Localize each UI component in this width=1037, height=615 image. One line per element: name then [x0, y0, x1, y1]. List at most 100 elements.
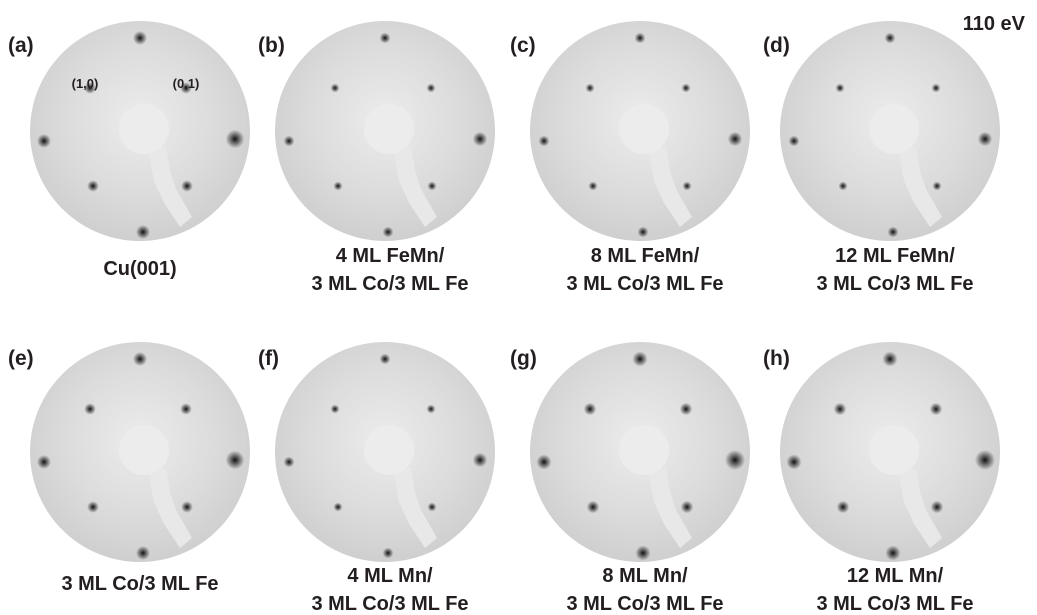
leed-panel [780, 342, 1000, 562]
diffraction-spot [885, 545, 900, 560]
diffraction-spot [181, 180, 193, 192]
diffraction-spot [226, 130, 245, 149]
diffraction-spot [834, 403, 847, 416]
panel-label: (e) [8, 347, 34, 370]
diffraction-spot [331, 405, 340, 414]
diffraction-spot [975, 450, 995, 470]
diffraction-spot [680, 403, 693, 416]
diffraction-spot [635, 33, 646, 44]
panel-caption: 3 ML Co/3 ML Fe [61, 573, 218, 595]
electron-gun [869, 425, 919, 475]
electron-gun [869, 104, 919, 154]
panel-caption: Cu(001) [103, 258, 176, 280]
panel-caption: 3 ML Co/3 ML Fe [566, 273, 723, 295]
leed-panel [530, 21, 750, 241]
diffraction-spot [888, 227, 899, 238]
panel-caption: 12 ML FeMn/ [835, 245, 955, 267]
diffraction-spot [133, 352, 147, 366]
electron-gun [619, 104, 669, 154]
diffraction-spot [180, 403, 192, 415]
diffraction-spot [428, 503, 437, 512]
diffraction-spot [789, 136, 800, 147]
electron-gun [364, 104, 414, 154]
panel-caption: 12 ML Mn/ [847, 565, 944, 587]
diffraction-spot [536, 454, 551, 469]
diffraction-spot [632, 351, 647, 366]
energy-label: 110 eV [963, 13, 1026, 35]
panel-caption: 4 ML FeMn/ [336, 245, 445, 267]
diffraction-spot [383, 548, 394, 559]
diffraction-spot [37, 134, 51, 148]
figure: 110 eV (a) Cu(001) (1,0) (0,1) (b) 4 ML FeMn/… [0, 0, 1037, 615]
panel-caption: 8 ML Mn/ [602, 565, 688, 587]
panel-caption: 8 ML FeMn/ [591, 245, 700, 267]
diffraction-spot [334, 503, 343, 512]
panel-label: (g) [510, 347, 537, 370]
spot-label: (0,1) [173, 76, 200, 91]
diffraction-spot [931, 501, 944, 514]
diffraction-spot [473, 132, 487, 146]
diffraction-spot [539, 136, 550, 147]
diffraction-spot [37, 455, 51, 469]
diffraction-spot [587, 501, 600, 514]
diffraction-spot [933, 182, 942, 191]
electron-gun [619, 425, 669, 475]
panel-label: (f) [258, 347, 279, 370]
panel-label: (a) [8, 34, 34, 57]
diffraction-spot [586, 84, 595, 93]
diffraction-spot [635, 545, 650, 560]
diffraction-spot [331, 84, 340, 93]
diffraction-spot [836, 84, 845, 93]
diffraction-spot [683, 182, 692, 191]
diffraction-spot [226, 451, 245, 470]
diffraction-spot [681, 501, 694, 514]
diffraction-spot [839, 182, 848, 191]
diffraction-spot [284, 136, 295, 147]
panel-caption: 3 ML Co/3 ML Fe [311, 273, 468, 295]
diffraction-spot [589, 182, 598, 191]
panel-label: (d) [763, 34, 790, 57]
leed-panel [275, 21, 495, 241]
diffraction-spot [682, 84, 691, 93]
diffraction-spot [87, 501, 99, 513]
diffraction-spot [84, 403, 96, 415]
panel-caption: 3 ML Co/3 ML Fe [566, 593, 723, 615]
diffraction-spot [584, 403, 597, 416]
panel-label: (c) [510, 34, 536, 57]
leed-panel [530, 342, 750, 562]
diffraction-spot [181, 501, 193, 513]
diffraction-spot [133, 31, 147, 45]
panel-label: (b) [258, 34, 285, 57]
diffraction-spot [136, 546, 150, 560]
diffraction-spot [882, 351, 897, 366]
diffraction-spot [978, 132, 992, 146]
spot-label: (1,0) [72, 76, 99, 91]
diffraction-spot [427, 84, 436, 93]
diffraction-spot [930, 403, 943, 416]
panel-caption: 4 ML Mn/ [347, 565, 433, 587]
diffraction-spot [728, 132, 742, 146]
panel-caption: 3 ML Co/3 ML Fe [311, 593, 468, 615]
leed-panel [30, 21, 250, 241]
diffraction-spot [725, 450, 745, 470]
electron-gun [119, 104, 169, 154]
diffraction-spot [837, 501, 850, 514]
diffraction-spot [334, 182, 343, 191]
diffraction-spot [638, 227, 649, 238]
diffraction-spot [428, 182, 437, 191]
diffraction-spot [427, 405, 436, 414]
diffraction-spot [786, 454, 801, 469]
diffraction-spot [380, 33, 391, 44]
diffraction-spot [136, 225, 150, 239]
diffraction-spot [383, 227, 394, 238]
leed-panel [780, 21, 1000, 241]
diffraction-spot [473, 453, 487, 467]
electron-gun [364, 425, 414, 475]
diffraction-spot [284, 457, 295, 468]
panel-caption: 3 ML Co/3 ML Fe [816, 273, 973, 295]
diffraction-spot [380, 354, 391, 365]
diffraction-spot [87, 180, 99, 192]
diffraction-spot [932, 84, 941, 93]
leed-panel [30, 342, 250, 562]
leed-panel [275, 342, 495, 562]
